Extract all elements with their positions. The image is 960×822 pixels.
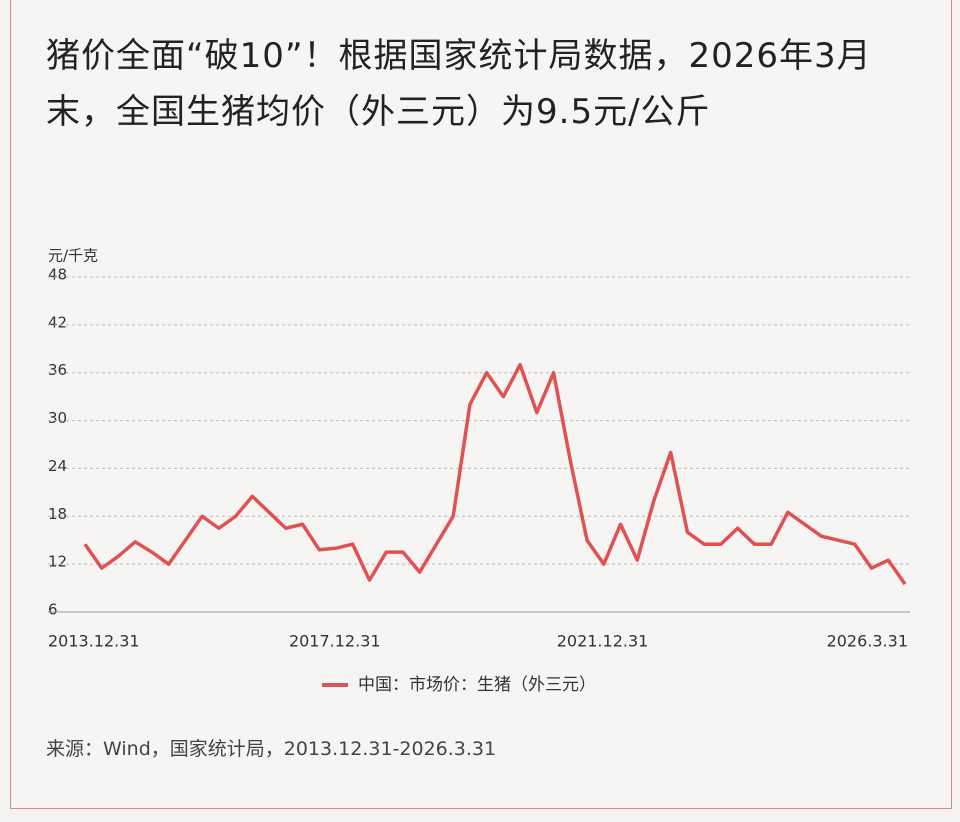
y-tick-label: 18 [48,505,67,523]
y-tick-label: 6 [48,601,58,619]
y-axis-label: 元/千克 [48,247,98,265]
y-tick-label: 48 [48,266,67,284]
y-tick-label: 36 [48,361,67,379]
y-tick-label: 24 [48,457,67,475]
x-tick-label: 2013.12.31 [48,632,140,651]
x-tick-label: 2021.12.31 [557,632,649,651]
card [10,0,952,809]
y-tick-label: 12 [48,553,67,571]
chart-title: 猪价全面“破10”！根据国家统计局数据，2026年3月末，全国生猪均价（外三元）… [46,36,872,132]
legend-label: 中国：市场价：生猪（外三元） [358,675,596,695]
y-tick-label: 42 [48,313,67,331]
x-tick-label: 2017.12.31 [289,632,381,651]
x-tick-label: 2026.3.31 [827,632,908,651]
y-tick-label: 30 [48,409,67,427]
source-note: 来源：Wind，国家统计局，2013.12.31-2026.3.31 [46,738,497,760]
data-line [83,362,907,586]
